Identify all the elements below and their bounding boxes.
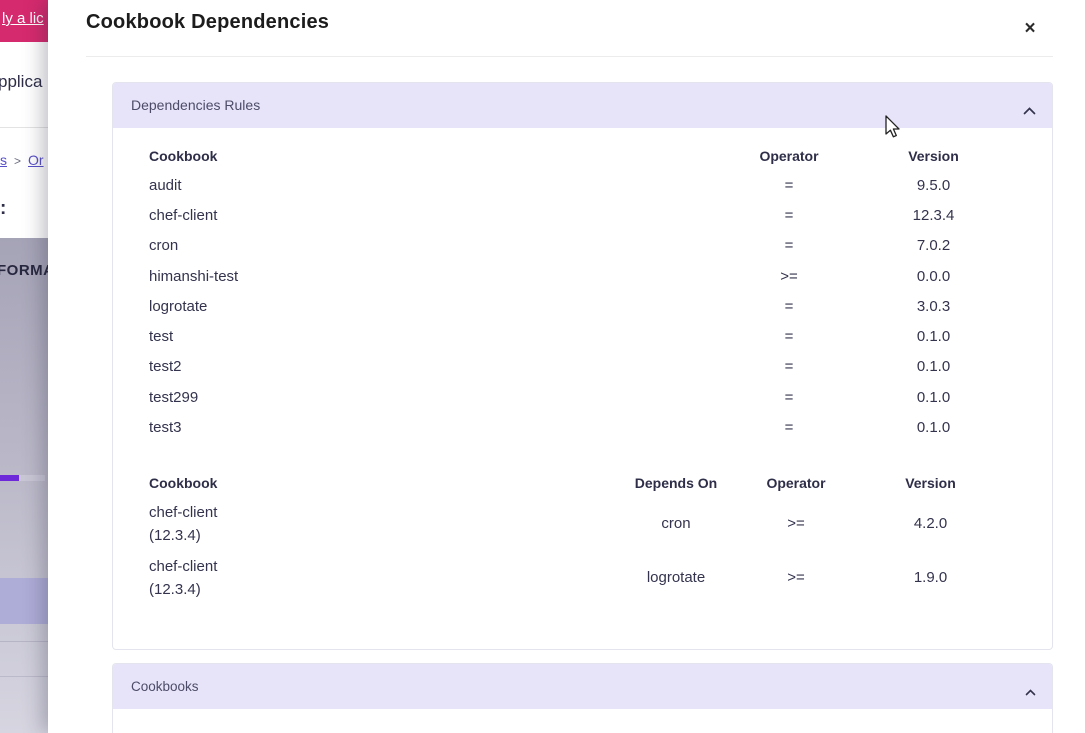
cookbook-dependencies-modal: Cookbook Dependencies × Dependencies Rul… — [48, 0, 1085, 733]
depends-table-header: Cookbook Depends On Operator Version — [113, 469, 1052, 497]
column-header-operator: Operator — [759, 148, 819, 164]
column-header-operator: Operator — [766, 474, 826, 491]
section-label: Cookbooks — [131, 679, 199, 694]
cell-cookbook: test — [149, 328, 174, 346]
cell-operator: = — [784, 237, 794, 255]
cookbooks-card: Cookbooks Cookbook Current Version Opera… — [112, 663, 1053, 733]
cookbooks-table-header: Cookbook Current Version Operator Versio… — [113, 727, 1052, 733]
cell-operator: = — [784, 358, 794, 376]
cell-depends-on: cron — [661, 515, 691, 533]
cell-operator: = — [784, 328, 794, 346]
table-row: test = 0.1.0 — [113, 321, 1052, 351]
cell-cookbook: cron — [149, 237, 179, 255]
cell-operator: >= — [787, 515, 805, 533]
cell-version: 12.3.4 — [912, 206, 955, 224]
license-banner: ly a lic — [0, 0, 48, 42]
cell-cookbook: chef-client — [149, 206, 218, 224]
cell-version: 0.1.0 — [916, 419, 951, 437]
cell-version: 3.0.3 — [916, 297, 951, 315]
close-button[interactable]: × — [1017, 16, 1043, 42]
cell-version: 9.5.0 — [916, 176, 951, 194]
table-row: test2 = 0.1.0 — [113, 352, 1052, 382]
cell-cookbook: himanshi-test — [149, 267, 239, 285]
information-label-fragment: FORMA — [0, 262, 48, 279]
column-header-version: Version — [905, 474, 956, 491]
cell-cookbook: audit — [149, 176, 182, 194]
table-row: himanshi-test >= 0.0.0 — [113, 261, 1052, 291]
cookbook-version: (12.3.4) — [149, 580, 201, 598]
selected-list-item — [0, 578, 48, 624]
section-label: Dependencies Rules — [131, 97, 261, 113]
cell-operator: = — [784, 388, 794, 406]
dependencies-rules-card: Dependencies Rules Cookbook Operator Ver… — [112, 82, 1053, 650]
cell-operator: = — [784, 176, 794, 194]
cell-cookbook: chef-client (12.3.4) — [149, 555, 603, 601]
table-row: chef-client (12.3.4) cron >= 4.2.0 — [113, 497, 1052, 551]
cell-cookbook: logrotate — [149, 297, 208, 315]
table-row: test299 = 0.1.0 — [113, 382, 1052, 412]
cookbook-name: chef-client — [149, 557, 218, 575]
cell-version: 4.2.0 — [913, 515, 948, 533]
table-row: cron = 7.0.2 — [113, 231, 1052, 261]
column-header-cookbook: Cookbook — [149, 474, 218, 491]
cell-cookbook: test3 — [149, 419, 182, 437]
progress-bar-fill — [0, 475, 19, 481]
chevron-up-icon[interactable] — [1023, 102, 1036, 120]
depends-table-body: chef-client (12.3.4) cron >= 4.2.0 chef-… — [113, 497, 1052, 605]
cell-version: 0.0.0 — [916, 267, 951, 285]
license-banner-link[interactable]: ly a lic — [2, 10, 44, 27]
cell-operator: = — [784, 206, 794, 224]
cell-version: 1.9.0 — [913, 569, 948, 587]
divider — [0, 641, 48, 642]
page-heading-fragment: pplica — [0, 72, 43, 91]
cell-version: 0.1.0 — [916, 358, 951, 376]
cell-cookbook: test2 — [149, 358, 182, 376]
cell-version: 7.0.2 — [916, 237, 951, 255]
rules-table-header: Cookbook Operator Version — [113, 142, 1052, 170]
column-header-cookbook: Cookbook — [149, 148, 218, 164]
cookbook-name: chef-client — [149, 503, 218, 521]
cell-operator: = — [784, 419, 794, 437]
table-row: logrotate = 3.0.3 — [113, 291, 1052, 321]
table-row: test3 = 0.1.0 — [113, 412, 1052, 442]
cell-operator: >= — [787, 569, 805, 587]
breadcrumb-separator: > — [14, 154, 22, 168]
cell-version: 0.1.0 — [916, 328, 951, 346]
background-page: ly a lic pplica s > Or : FORMA — [0, 0, 48, 733]
column-header-depends-on: Depends On — [634, 474, 718, 491]
divider — [86, 56, 1053, 57]
progress-bar — [0, 475, 45, 481]
cell-depends-on: logrotate — [646, 569, 706, 587]
table-row: audit = 9.5.0 — [113, 170, 1052, 200]
heading-colon-fragment: : — [0, 198, 7, 219]
cell-operator: = — [784, 297, 794, 315]
chevron-up-icon[interactable] — [1025, 683, 1036, 701]
column-header-version: Version — [908, 148, 959, 164]
cell-operator: >= — [780, 267, 798, 285]
breadcrumb-link[interactable]: Or — [28, 152, 44, 168]
rules-table-body: audit = 9.5.0 chef-client = 12.3.4 cron … — [113, 170, 1052, 443]
table-row: chef-client (12.3.4) logrotate >= 1.9.0 — [113, 551, 1052, 605]
divider — [0, 127, 48, 128]
cell-cookbook: test299 — [149, 388, 199, 406]
cell-version: 0.1.0 — [916, 388, 951, 406]
dependencies-rules-header[interactable]: Dependencies Rules — [113, 83, 1052, 128]
background-panel: FORMA — [0, 238, 48, 733]
table-row: chef-client = 12.3.4 — [113, 200, 1052, 230]
cell-cookbook: chef-client (12.3.4) — [149, 501, 603, 547]
modal-title: Cookbook Dependencies — [86, 11, 330, 33]
breadcrumb: s > Or — [0, 152, 44, 168]
divider — [0, 676, 48, 677]
breadcrumb-link[interactable]: s — [0, 152, 7, 168]
cookbooks-header[interactable]: Cookbooks — [113, 664, 1052, 709]
cookbook-version: (12.3.4) — [149, 526, 201, 544]
